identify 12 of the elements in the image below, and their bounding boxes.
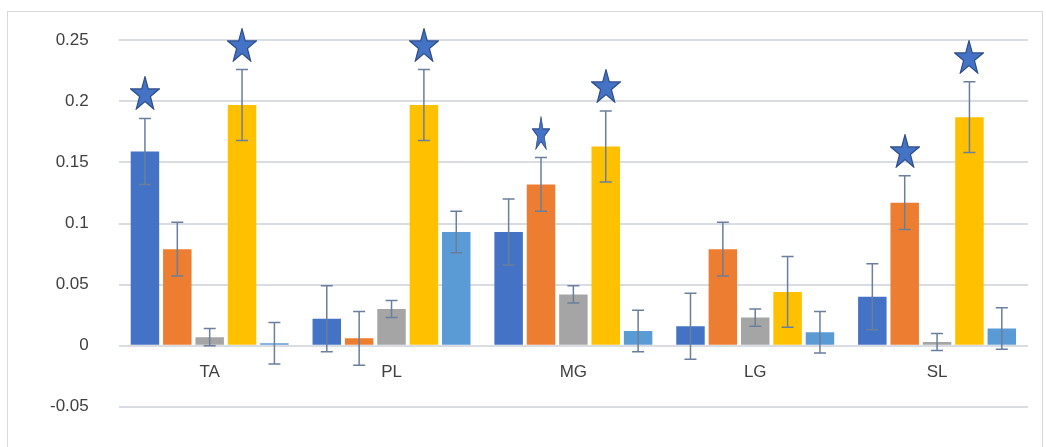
x-tick-label: MG: [559, 361, 588, 381]
y-tick-label: -0.05: [50, 396, 89, 416]
x-tick-label: TA: [199, 361, 221, 381]
y-tick-label: 0.05: [55, 274, 89, 294]
x-tick-label: LG: [743, 361, 767, 381]
y-tick-label: 0.25: [55, 29, 89, 49]
x-tick-label: SL: [926, 361, 948, 381]
x-tick-label: PL: [381, 361, 402, 381]
y-tick-label: 0.1: [65, 213, 89, 233]
y-tick-label: 0.15: [55, 152, 89, 172]
y-tick-label: 0: [79, 335, 89, 355]
y-tick-label: 0.2: [65, 90, 89, 110]
